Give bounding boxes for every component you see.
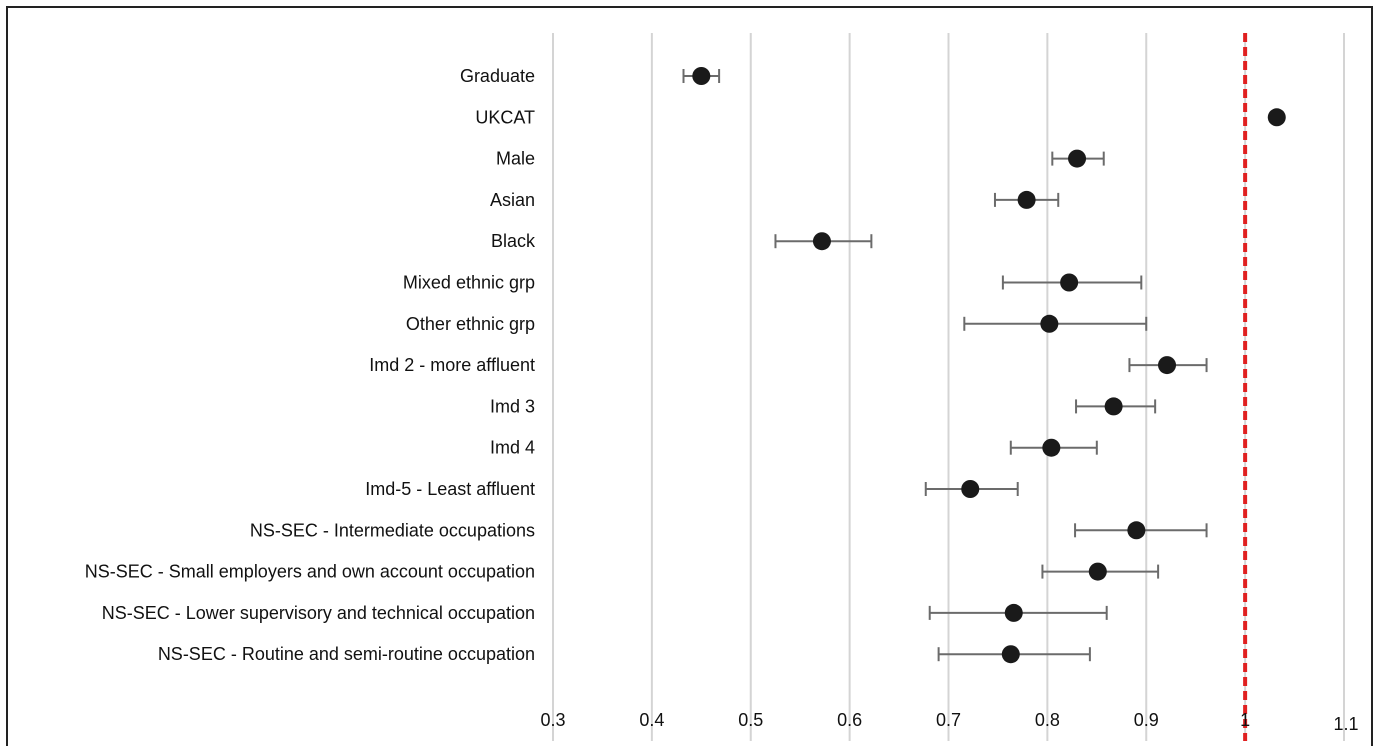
x-tick-label: 0.6 bbox=[837, 710, 862, 730]
data-point bbox=[1267, 108, 1286, 127]
data-points bbox=[692, 67, 1286, 664]
category-labels: Graduate UKCAT Male Asian Black Mixed ethnic … bbox=[85, 66, 536, 664]
category-label: Imd-5 - Least affluent bbox=[365, 479, 535, 499]
data-point bbox=[961, 480, 980, 498]
x-tick-label: 0.3 bbox=[540, 710, 565, 730]
data-point bbox=[1017, 190, 1036, 209]
x-tick-label: 0.4 bbox=[639, 710, 664, 730]
chart-frame bbox=[6, 6, 1373, 746]
x-tick-label: 0.9 bbox=[1134, 710, 1159, 730]
category-label: Imd 3 bbox=[490, 396, 535, 416]
data-point bbox=[1004, 603, 1023, 622]
data-point bbox=[1088, 562, 1107, 581]
category-label: Male bbox=[496, 149, 535, 169]
category-label: Black bbox=[491, 231, 536, 251]
data-point bbox=[1042, 438, 1061, 457]
x-tick-label: 1.1 bbox=[1333, 714, 1358, 734]
data-point bbox=[1127, 521, 1146, 540]
category-label: Imd 2 - more affluent bbox=[369, 355, 535, 375]
error-bars bbox=[682, 69, 1282, 662]
category-label: NS-SEC - Lower supervisory and technical… bbox=[102, 603, 535, 623]
data-point bbox=[812, 232, 831, 251]
x-tick-label: 1 bbox=[1240, 710, 1250, 730]
category-label: NS-SEC - Intermediate occupations bbox=[250, 520, 535, 540]
category-label: Graduate bbox=[460, 66, 535, 86]
category-label: Mixed ethnic grp bbox=[403, 273, 535, 293]
x-tick-labels: 0.3 0.4 0.5 0.6 0.7 0.8 0.9 1 1.1 bbox=[540, 710, 1358, 734]
data-point bbox=[1158, 356, 1177, 375]
category-label: NS-SEC - Small employers and own account… bbox=[85, 562, 535, 582]
data-point bbox=[692, 67, 711, 85]
data-point bbox=[1068, 149, 1087, 168]
data-point bbox=[1060, 273, 1079, 292]
category-label: NS-SEC - Routine and semi-routine occupa… bbox=[158, 644, 535, 664]
data-point bbox=[1040, 314, 1059, 333]
category-label: UKCAT bbox=[475, 107, 535, 127]
x-tick-label: 0.5 bbox=[738, 710, 763, 730]
x-tick-label: 0.8 bbox=[1035, 710, 1060, 730]
data-point bbox=[1001, 645, 1020, 664]
category-label: Asian bbox=[490, 190, 535, 210]
x-tick-label: 0.7 bbox=[936, 710, 961, 730]
category-label: Imd 4 bbox=[490, 438, 535, 458]
data-point bbox=[1104, 397, 1123, 416]
category-label: Other ethnic grp bbox=[406, 314, 535, 334]
grid-lines bbox=[552, 33, 1345, 741]
